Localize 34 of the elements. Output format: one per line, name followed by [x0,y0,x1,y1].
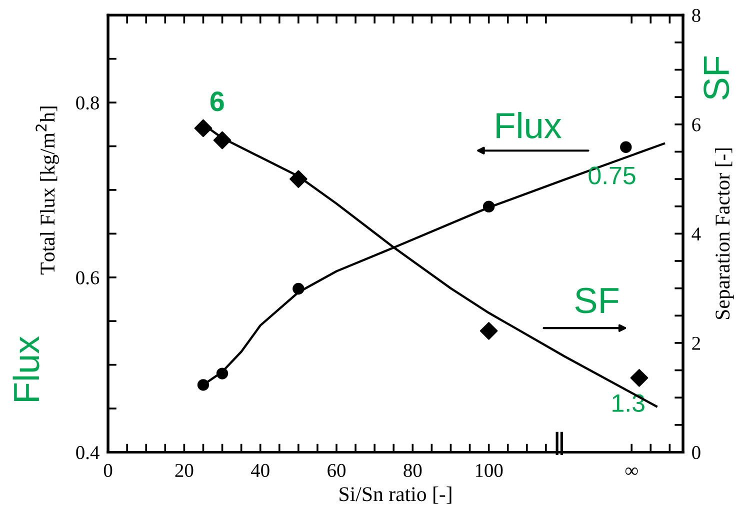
y-tick-label: 0.8 [76,96,99,110]
point [292,282,304,295]
y2-tick-label: 6 [692,118,700,132]
point [216,368,228,380]
x-tick-label: 40 [251,464,270,478]
point [290,170,308,188]
point [620,141,632,153]
y2-tick-label: 2 [692,336,700,350]
y-tick-label: 0.4 [76,446,100,460]
text: Flux [12,336,40,402]
y2-tick-label: 0 [692,446,700,460]
y2-tick-label: 8 [692,8,700,22]
annotation: Flux [496,112,562,138]
annotation: 0.75 [588,166,636,184]
x-tick-label: 80 [404,464,422,478]
x-tick-label: 20 [175,464,194,478]
point [630,369,648,387]
point [194,119,212,138]
point [213,131,232,150]
point [480,322,498,340]
point [482,200,495,212]
y2-axis-title: Separation Factor [-] [714,148,734,320]
annotation: SF [575,288,618,314]
x-tick-label: 0 [104,464,112,478]
y-tick-label: 0.6 [76,271,100,284]
text: SF [704,56,730,100]
y2-tick-label: 4 [692,228,701,240]
x-tick-label: ∞ [625,468,638,475]
x-tick-label: 100 [476,464,503,478]
y-axis-title: Total Flux [kg/m$^{2}$h] [36,106,59,274]
x-axis-title: Si/Sn ratio [-] [340,486,452,504]
point [197,379,210,391]
x-tick-label: 60 [328,464,346,478]
annotation: 6 [210,92,224,112]
